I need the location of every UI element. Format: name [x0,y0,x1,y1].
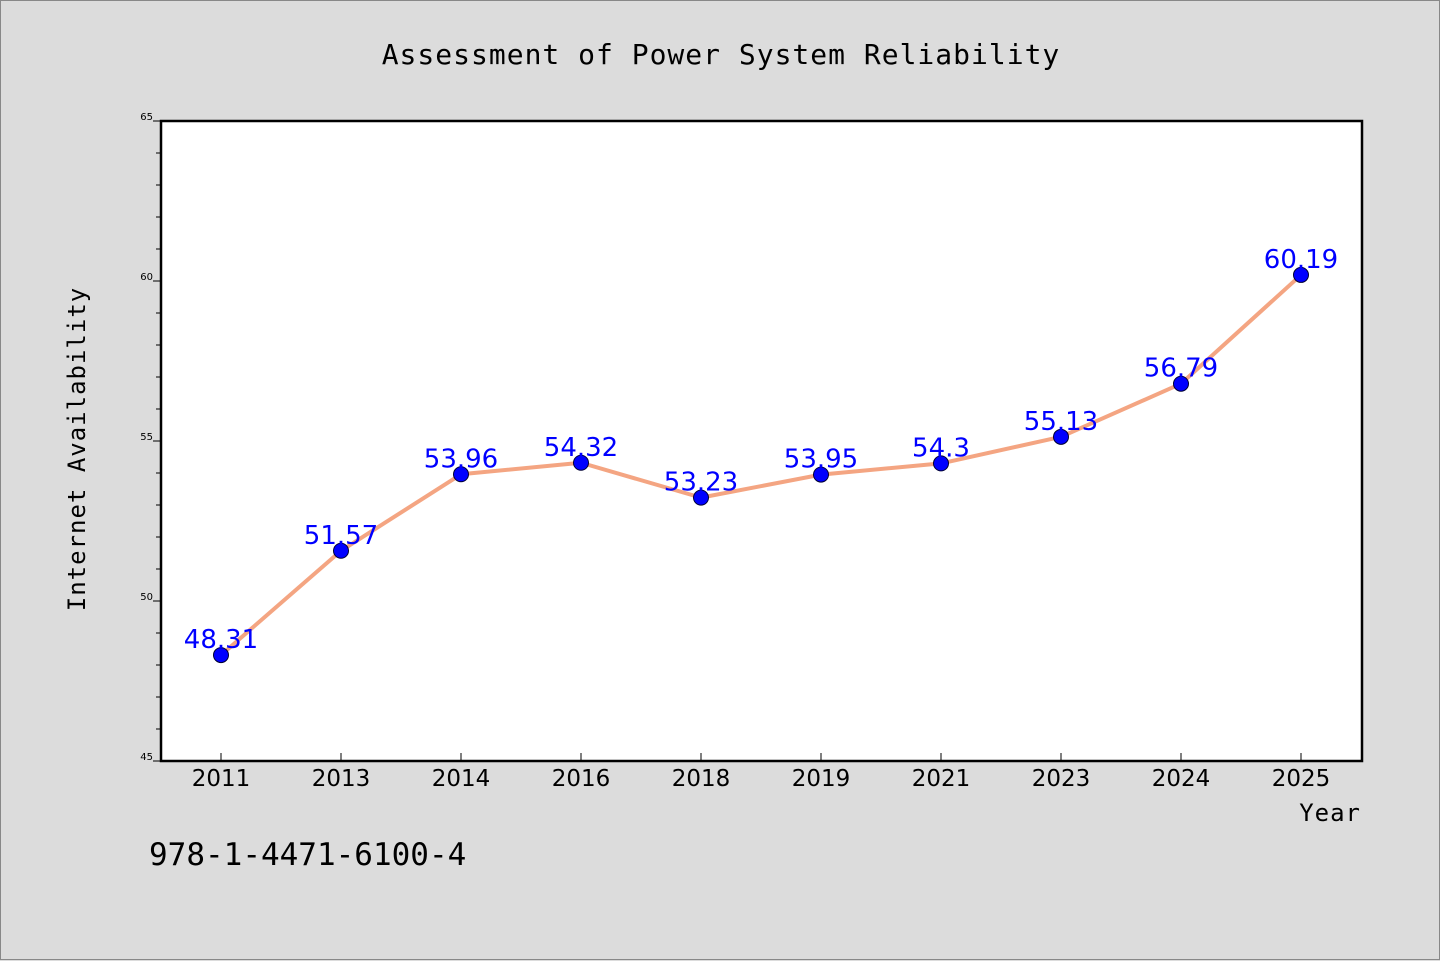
data-point [1053,428,1069,445]
x-tick-label: 2023 [1032,766,1091,792]
data-markers [213,266,1309,664]
data-label: 53.23 [664,468,738,498]
data-point [1173,375,1189,392]
y-axis: 45 50 55 60 65 [140,112,161,763]
data-label: 56.79 [1144,354,1218,384]
data-point [933,455,949,472]
data-label: 48.31 [184,625,258,655]
isbn-annotation: 978-1-4471-6100-4 [149,837,466,873]
x-tick-label: 2024 [1152,766,1211,792]
series-line [219,273,1303,657]
x-tick-label: 2021 [912,766,971,792]
x-tick-label: 2018 [672,766,731,792]
data-labels: 48.31 51.57 53.96 54.32 53.23 53.95 54.3 55.13 5… [184,245,1338,655]
y-tick-label: 45 [140,752,153,763]
y-axis-label: Internet Availability [63,287,91,611]
data-point [213,647,229,664]
x-tick-label: 2025 [1272,766,1331,792]
data-label: 55.13 [1024,407,1098,437]
x-tick-label: 2016 [552,766,611,792]
data-label: 60.19 [1264,245,1338,275]
data-point [813,466,829,483]
data-label: 53.95 [784,445,858,475]
data-point [573,454,589,471]
x-tick-label: 2019 [792,766,851,792]
data-point [333,542,349,559]
chart-title: Assessment of Power System Reliability [382,38,1061,71]
y-tick-label: 65 [140,112,153,123]
y-tick-label: 55 [140,432,153,443]
data-label: 54.3 [912,433,970,463]
x-axis-label: Year [1299,799,1361,827]
x-tick-label: 2014 [432,766,491,792]
y-tick-label: 50 [140,592,153,603]
data-label: 54.32 [544,433,618,463]
x-axis: 2011 2013 2014 2016 2018 2019 2021 2023 2024 2025 [192,753,1331,792]
data-label: 51.57 [304,521,378,551]
x-tick-label: 2011 [192,766,251,792]
data-point [1293,266,1309,283]
data-label: 53.96 [424,444,498,474]
y-tick-label: 60 [140,272,153,283]
x-tick-label: 2013 [312,766,371,792]
data-point [693,489,709,506]
plot-area [159,119,1364,763]
data-point [453,466,469,483]
